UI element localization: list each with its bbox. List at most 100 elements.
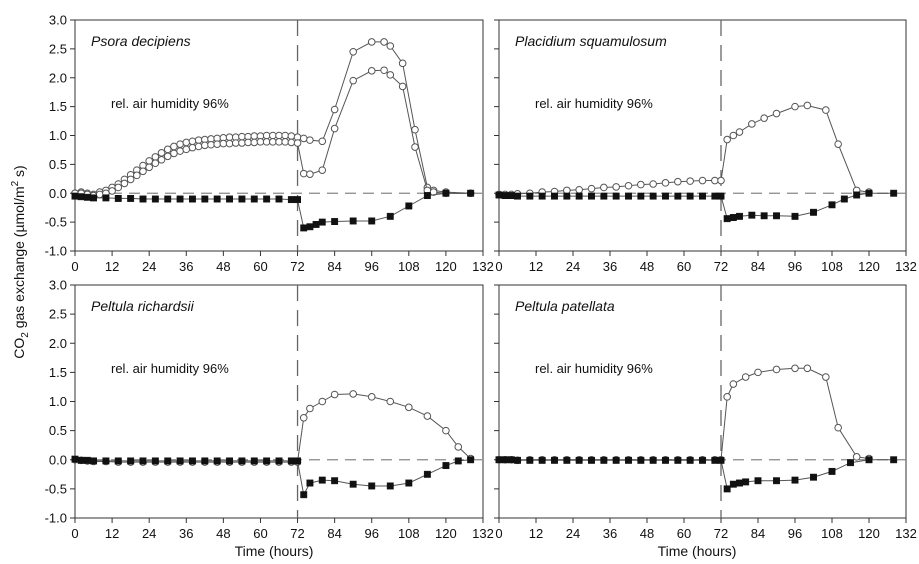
data-point-circle <box>207 140 215 149</box>
x-tick-label: 60 <box>677 259 691 274</box>
data-point-square <box>662 456 669 464</box>
x-tick-label: 108 <box>398 259 420 274</box>
data-point-square <box>213 457 221 465</box>
x-axis-title-right: Time (hours) <box>658 543 737 559</box>
data-point-circle <box>330 105 339 114</box>
data-point-square <box>828 467 836 475</box>
data-point-square <box>686 456 694 464</box>
x-tick-label: 84 <box>327 526 341 541</box>
data-point-square <box>637 192 645 200</box>
species-title: Peltula richardsii <box>91 298 195 314</box>
x-tick-label: 36 <box>603 526 617 541</box>
y-tick-label: 0.0 <box>49 452 67 467</box>
x-tick-label: 96 <box>364 526 378 541</box>
data-point-square <box>312 220 320 228</box>
x-tick-label: 36 <box>179 259 193 274</box>
chart-panel-placidium-squamulosum: 0 12 24 36 48 60 72 84 96 108 120 132 Placidium squa… <box>494 19 917 274</box>
data-point-circle <box>575 185 583 194</box>
data-series <box>495 101 873 199</box>
data-point-square <box>791 212 799 220</box>
data-point-square <box>90 194 97 202</box>
x-tick-label: 48 <box>216 526 230 541</box>
x-tick-label: 0 <box>495 259 502 274</box>
data-point-square <box>699 456 706 464</box>
data-point-circle <box>293 139 302 147</box>
data-point-circle <box>398 59 407 68</box>
data-point-circle <box>772 365 781 374</box>
data-point-circle <box>256 138 265 146</box>
data-series <box>495 189 898 223</box>
x-tick-label: 120 <box>435 259 457 274</box>
data-point-circle <box>748 120 756 128</box>
x-tick-label: 72 <box>714 526 728 541</box>
data-point-circle <box>238 132 246 141</box>
data-point-square <box>467 456 475 464</box>
data-point-circle <box>349 76 357 85</box>
data-point-square <box>442 462 450 470</box>
x-tick-label: 36 <box>603 259 617 274</box>
data-point-square <box>575 456 583 464</box>
data-point-circle <box>717 176 725 185</box>
data-point-square <box>563 456 571 464</box>
x-tick-label: 48 <box>640 526 654 541</box>
data-point-circle <box>822 106 830 114</box>
data-point-square <box>791 476 799 484</box>
data-point-square <box>612 192 620 200</box>
data-point-square <box>287 196 295 204</box>
data-point-circle <box>741 373 750 381</box>
data-point-circle <box>250 138 259 147</box>
data-point-square <box>600 456 608 464</box>
y-tick-label: 1.0 <box>49 394 67 409</box>
data-point-square <box>723 485 731 493</box>
y-tick-label: -0.5 <box>45 215 67 230</box>
data-point-square <box>662 192 669 200</box>
x-tick-label: 0 <box>71 526 78 541</box>
data-point-circle <box>661 179 670 187</box>
data-point-square <box>294 196 301 204</box>
data-point-circle <box>791 364 799 373</box>
data-point-square <box>736 479 743 487</box>
chart-panel-psora-decipiens: 0 12 24 36 48 60 72 84 96 108 120 132 -1.0 -0.5 0.0 0.5… <box>45 13 494 275</box>
species-title: Psora decipiens <box>91 33 191 49</box>
data-point-square <box>77 456 85 464</box>
data-point-square <box>551 192 558 200</box>
data-point-circle <box>563 186 571 195</box>
data-point-square <box>386 482 394 490</box>
data-point-circle <box>754 368 762 377</box>
data-point-square <box>300 491 308 499</box>
data-point-square <box>386 212 394 220</box>
data-point-square <box>318 476 326 484</box>
data-point-circle <box>367 393 376 401</box>
data-point-circle <box>442 426 450 435</box>
data-point-circle <box>306 170 314 178</box>
data-point-square <box>810 208 817 216</box>
data-point-square <box>754 477 762 485</box>
data-point-circle <box>126 175 135 184</box>
data-point-square <box>201 195 209 203</box>
data-point-circle <box>231 139 240 147</box>
data-point-circle <box>244 138 252 147</box>
data-point-circle <box>729 380 738 388</box>
data-point-square <box>423 470 431 478</box>
y-tick-label: -1.0 <box>45 244 67 259</box>
data-point-square <box>514 456 521 464</box>
x-tick-label: 12 <box>529 259 543 274</box>
data-point-square <box>625 456 632 464</box>
data-point-square <box>201 457 209 465</box>
x-tick-label: 24 <box>142 259 156 274</box>
data-point-circle <box>349 390 357 398</box>
data-point-circle <box>188 143 197 152</box>
data-point-square <box>238 457 246 465</box>
y-tick-label: 3.0 <box>49 13 67 28</box>
data-point-circle <box>380 66 388 75</box>
plot-frame <box>498 19 907 252</box>
x-tick-label: 24 <box>142 526 156 541</box>
data-point-square <box>176 195 184 203</box>
x-tick-label: 48 <box>640 259 654 274</box>
x-tick-label: 72 <box>290 259 304 274</box>
data-point-square <box>102 194 110 202</box>
data-point-square <box>717 192 725 200</box>
data-point-circle <box>398 82 407 91</box>
x-tick-label: 72 <box>290 526 304 541</box>
data-point-circle <box>139 167 147 176</box>
